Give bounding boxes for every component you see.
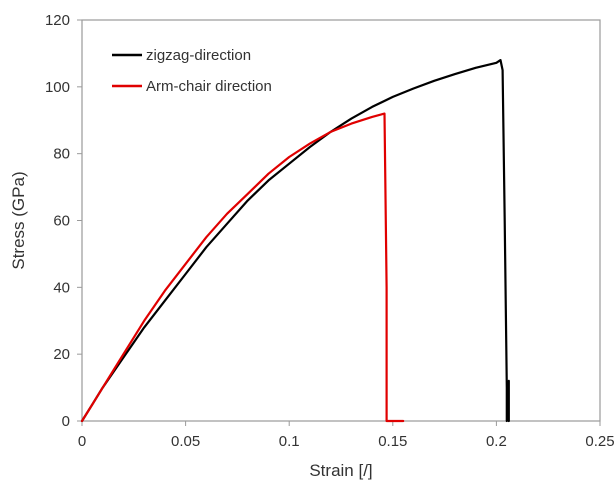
y-tick-label: 0 (62, 413, 70, 430)
y-axis-label: Stress (GPa) (9, 171, 28, 269)
legend-label: Arm-chair direction (146, 78, 272, 95)
series-line-zigzag (80, 58, 510, 423)
x-tick-label: 0.2 (486, 433, 507, 450)
x-tick-label: 0.15 (378, 433, 407, 450)
y-tick-label: 100 (45, 79, 70, 96)
x-tick-label: 0.25 (585, 433, 614, 450)
x-tick-label: 0 (78, 433, 86, 450)
legend-label: zigzag-direction (146, 47, 251, 64)
y-tick-label: 80 (53, 146, 70, 163)
y-tick-label: 120 (45, 12, 70, 29)
x-tick-label: 0.05 (171, 433, 200, 450)
x-axis-label: Strain [/] (309, 461, 372, 480)
y-tick-label: 40 (53, 279, 70, 296)
y-tick-label: 20 (53, 346, 70, 363)
x-tick-label: 0.1 (279, 433, 300, 450)
y-tick-label: 60 (53, 213, 70, 230)
series-line-armchair (80, 112, 405, 423)
